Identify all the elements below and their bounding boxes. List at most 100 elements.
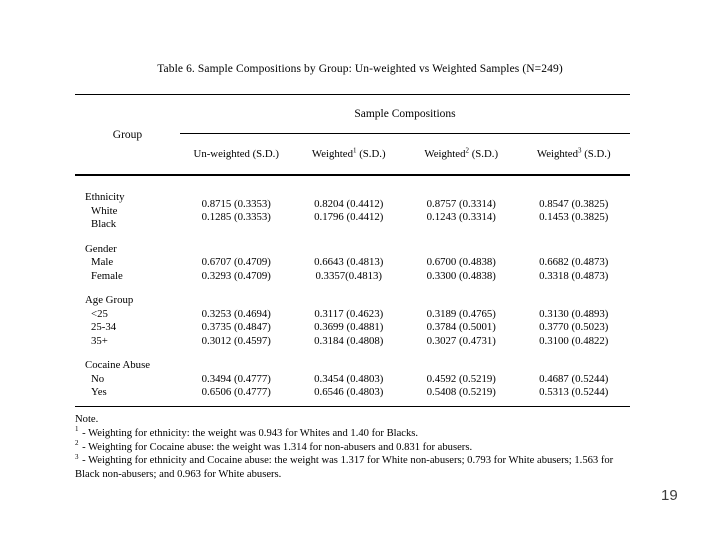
section-label-row: Age Group <box>75 294 630 308</box>
column-header-weighted-3: Weighted3 (S.D.) <box>518 146 631 160</box>
cell-value: 0.3253 (0.4694) <box>201 307 271 320</box>
section-label: Ethnicity <box>85 191 125 204</box>
column-header-superscript: 1 <box>353 146 357 155</box>
footnotes: Note. 1 - Weighting for ethnicity: the w… <box>75 413 632 482</box>
section-age-group: Age Group <25 0.3253 (0.4694) 0.3117 (0.… <box>75 294 630 348</box>
cell-value: 0.3189 (0.4765) <box>426 307 496 320</box>
note-1: 1 - Weighting for ethnicity: the weight … <box>75 426 632 441</box>
note-3: 3 - Weighting for ethnicity and Cocaine … <box>75 452 632 482</box>
table-row: Female 0.3293 (0.4709) 0.3357(0.4813) 0.… <box>75 270 630 284</box>
cell-value: 0.3770 (0.5023) <box>539 321 609 334</box>
cell-value: 0.3735 (0.4847) <box>201 321 271 334</box>
spanned-header-area: Sample Compositions Un-weighted (S.D.) W… <box>180 95 630 174</box>
cell-value: 0.3494 (0.4777) <box>201 372 271 385</box>
row-label: Black <box>91 218 117 231</box>
cell-value: 0.4592 (0.5219) <box>426 372 496 385</box>
cell-value: 0.3130 (0.4893) <box>539 307 609 320</box>
column-header-text: Weighted <box>424 148 466 160</box>
cell-value: 0.3100 (0.4822) <box>539 334 609 347</box>
table-row: 35+ 0.3012 (0.4597) 0.3184 (0.4808) 0.30… <box>75 335 630 349</box>
section-label-row: Gender <box>75 243 630 257</box>
row-label: 35+ <box>91 334 108 347</box>
column-header-weighted-2: Weighted2 (S.D.) <box>405 146 518 160</box>
note-superscript: 3 <box>75 452 79 461</box>
section-label: Age Group <box>85 294 134 307</box>
cell-value: 0.8204 (0.4412) <box>314 197 384 210</box>
table-row: Yes 0.6506 (0.4777) 0.6546 (0.4803) 0.54… <box>75 386 630 400</box>
cell-value: 0.3117 (0.4623) <box>314 307 384 320</box>
cell-value: 0.6707 (0.4709) <box>201 256 271 269</box>
column-header-superscript: 2 <box>465 146 470 155</box>
column-header-text: Weighted <box>536 148 578 160</box>
sample-compositions-table: Group Sample Compositions Un-weighted (S… <box>75 94 630 407</box>
table-row: Male 0.6707 (0.4709) 0.6643 (0.4813) 0.6… <box>75 256 630 270</box>
cell-value: 0.3027 (0.4731) <box>426 334 496 347</box>
cell-value: 0.5313 (0.5244) <box>539 386 609 399</box>
row-label: <25 <box>91 307 108 320</box>
table-row: No 0.3494 (0.4777) 0.3454 (0.4803) 0.459… <box>75 373 630 387</box>
section-spacer <box>75 232 630 243</box>
cell-value: 0.6682 (0.4873) <box>539 256 609 269</box>
note-text: - Weighting for ethnicity: the weight wa… <box>79 427 419 439</box>
note-heading: Note. <box>75 414 99 425</box>
cell-value: 0.4687 (0.5244) <box>539 372 609 385</box>
row-label: Yes <box>91 386 107 399</box>
cell-value: 0.6643 (0.4813) <box>314 256 384 269</box>
group-column-header: Group <box>112 128 143 141</box>
table-row: White 0.8715 (0.3353) 0.8204 (0.4412) 0.… <box>75 198 630 219</box>
column-header-superscript: 3 <box>578 146 582 155</box>
cell-value: 0.3318 (0.4873) <box>539 269 609 282</box>
section-label-row: Ethnicity <box>75 191 630 205</box>
cell-value: 0.3454 (0.4803) <box>314 372 384 385</box>
cell-value: 0.3784 (0.5001) <box>426 321 496 334</box>
cell-value: 0.3300 (0.4838) <box>426 269 496 282</box>
cell-value: 0.3012 (0.4597) <box>201 334 271 347</box>
cell-value: 0.1243 (0.3314) <box>426 211 496 224</box>
cell-value: 0.5408 (0.5219) <box>426 386 496 399</box>
table-header: Group Sample Compositions Un-weighted (S… <box>75 94 630 174</box>
section-label: Cocaine Abuse <box>85 359 151 372</box>
table-title: Table 6. Sample Compositions by Group: U… <box>157 63 563 75</box>
cell-value: 0.1796 (0.4412) <box>314 211 384 224</box>
cell-value: 0.1453 (0.3825) <box>539 211 609 224</box>
table-row: <25 0.3253 (0.4694) 0.3117 (0.4623) 0.31… <box>75 308 630 322</box>
section-spacer <box>75 283 630 294</box>
cell-value: 0.3699 (0.4881) <box>314 321 384 334</box>
cell-value: 0.3357(0.4813) <box>315 269 383 282</box>
row-label: 25-34 <box>91 321 117 334</box>
column-header-text: Weighted <box>311 148 353 160</box>
column-header-weighted-1: Weighted1 (S.D.) <box>293 146 406 160</box>
row-label: Female <box>91 269 123 282</box>
cell-value: 0.6506 (0.4777) <box>201 386 271 399</box>
cell-value: 0.3293 (0.4709) <box>201 269 271 282</box>
cell-value: 0.6546 (0.4803) <box>314 386 384 399</box>
section-label-row: Cocaine Abuse <box>75 359 630 373</box>
cell-value: 0.1285 (0.3353) <box>201 211 271 224</box>
column-header-text: (S.D.) <box>356 148 386 160</box>
column-headers-row: Un-weighted (S.D.) Weighted1 (S.D.) Weig… <box>180 134 630 174</box>
note-text: - Weighting for ethnicity and Cocaine ab… <box>75 455 614 481</box>
column-header-unweighted: Un-weighted (S.D.) <box>180 148 293 160</box>
table-row: 25-34 0.3735 (0.4847) 0.3699 (0.4881) 0.… <box>75 321 630 335</box>
note-2: 2 - Weighting for Cocaine abuse: the wei… <box>75 440 632 455</box>
section-ethnicity: Ethnicity White 0.8715 (0.3353) 0.8204 (… <box>75 191 630 232</box>
row-label: No <box>91 372 105 385</box>
cell-value: 0.8715 (0.3353) <box>201 197 271 210</box>
cell-value: 0.3184 (0.4808) <box>314 334 384 347</box>
section-gender: Gender Male 0.6707 (0.4709) 0.6643 (0.48… <box>75 243 630 284</box>
page-number: 19 <box>661 487 678 504</box>
table-row: Black 0.1285 (0.3353) 0.1796 (0.4412) 0.… <box>75 211 630 232</box>
table-body: Ethnicity White 0.8715 (0.3353) 0.8204 (… <box>75 174 630 407</box>
column-header-text: Un-weighted (S.D.) <box>193 148 279 160</box>
cell-value: 0.8547 (0.3825) <box>539 197 609 210</box>
section-label: Gender <box>85 242 117 255</box>
column-header-text: (S.D.) <box>469 148 499 160</box>
section-spacer <box>75 348 630 359</box>
note-text: - Weighting for Cocaine abuse: the weigh… <box>79 441 473 453</box>
row-label: White <box>91 204 118 217</box>
row-label: Male <box>91 256 114 269</box>
section-cocaine-abuse: Cocaine Abuse No 0.3494 (0.4777) 0.3454 … <box>75 359 630 400</box>
span-header: Sample Compositions <box>180 95 630 134</box>
cell-value: 0.6700 (0.4838) <box>426 256 496 269</box>
